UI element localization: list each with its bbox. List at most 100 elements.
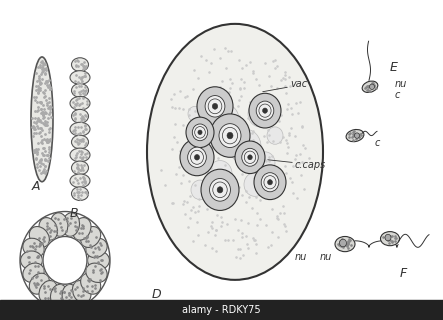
Point (81, 64, 88, 69)
Point (192, 142, 199, 147)
Point (83, 235, 90, 240)
Point (32, 147, 39, 152)
Point (250, 165, 257, 170)
Point (76, 140, 83, 145)
Point (254, 161, 261, 166)
Point (251, 238, 258, 243)
Point (288, 179, 295, 184)
Point (190, 131, 197, 136)
Point (350, 132, 357, 137)
Point (71, 128, 78, 133)
Point (294, 196, 301, 201)
Point (207, 60, 214, 65)
Point (261, 158, 268, 163)
Point (37, 63, 44, 68)
Point (39, 64, 46, 69)
Point (277, 112, 284, 117)
Circle shape (210, 114, 250, 157)
Point (46, 226, 53, 231)
Point (260, 133, 267, 139)
Point (214, 121, 221, 126)
Point (31, 246, 38, 252)
Point (235, 247, 242, 252)
Point (265, 133, 272, 138)
Point (82, 140, 89, 145)
Ellipse shape (81, 227, 101, 247)
Circle shape (180, 139, 214, 176)
Point (279, 76, 286, 81)
Point (209, 220, 216, 225)
Point (225, 237, 232, 242)
Point (295, 110, 302, 115)
Point (74, 169, 81, 174)
Point (39, 241, 46, 246)
Point (40, 103, 47, 108)
Point (91, 264, 98, 269)
Point (385, 233, 392, 238)
Text: vac: vac (290, 79, 307, 89)
Point (65, 291, 72, 296)
Point (73, 97, 80, 102)
Point (83, 150, 90, 156)
Point (80, 286, 87, 291)
Point (30, 126, 37, 131)
Point (79, 114, 86, 119)
Circle shape (195, 130, 215, 152)
Point (91, 282, 98, 287)
Point (90, 254, 97, 260)
Point (249, 71, 256, 76)
Point (31, 149, 38, 154)
Point (36, 65, 43, 70)
Point (35, 76, 43, 81)
Point (286, 175, 293, 180)
Point (31, 147, 38, 152)
Circle shape (244, 172, 266, 196)
Point (79, 78, 86, 83)
Point (41, 283, 48, 288)
Point (74, 161, 81, 166)
Point (234, 164, 241, 169)
Point (30, 130, 37, 135)
Point (47, 126, 54, 131)
Point (47, 287, 54, 292)
Point (212, 113, 219, 118)
Point (170, 200, 177, 205)
Point (71, 116, 78, 122)
Text: nu: nu (320, 252, 332, 262)
Point (223, 65, 230, 70)
Point (78, 117, 85, 122)
Point (231, 216, 238, 221)
Point (60, 217, 67, 222)
Point (216, 56, 223, 61)
Point (81, 181, 88, 186)
Point (40, 60, 47, 65)
Point (237, 153, 244, 158)
Point (89, 284, 96, 289)
Ellipse shape (381, 232, 400, 246)
Point (209, 145, 216, 150)
Ellipse shape (86, 238, 107, 258)
Point (299, 142, 306, 147)
Point (35, 263, 42, 268)
Point (202, 57, 210, 62)
Point (40, 169, 47, 174)
Point (380, 235, 387, 240)
Point (73, 85, 80, 90)
Point (344, 241, 351, 246)
Circle shape (222, 184, 238, 202)
Point (74, 150, 81, 156)
Point (46, 106, 53, 111)
Point (47, 86, 54, 91)
Point (75, 96, 82, 101)
Point (71, 220, 78, 225)
Point (78, 84, 85, 89)
Point (77, 154, 84, 159)
Point (351, 129, 358, 134)
Ellipse shape (335, 236, 355, 252)
Point (34, 146, 41, 151)
Point (97, 258, 104, 263)
Point (40, 121, 47, 126)
Point (340, 245, 347, 250)
Point (76, 175, 83, 180)
Point (41, 163, 48, 168)
